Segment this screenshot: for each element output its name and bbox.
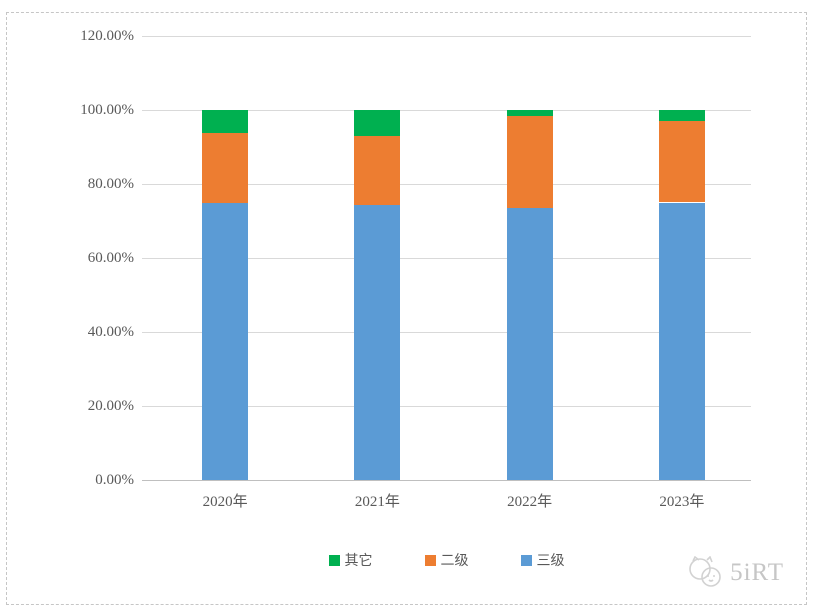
gridline (142, 184, 751, 185)
bar-segment-三级-2022年 (506, 207, 553, 480)
legend-item-其它: 其它 (328, 550, 373, 570)
bar-segment-其它-2021年 (354, 110, 401, 136)
gridline (142, 258, 751, 259)
legend-label: 三级 (536, 554, 565, 569)
gridline (142, 110, 751, 111)
y-tick-label: 100.00% (80, 102, 134, 118)
x-category-label: 2021年 (354, 494, 400, 510)
y-tick-label: 0.00% (95, 472, 134, 488)
legend-label: 二级 (440, 554, 469, 569)
gridline (142, 406, 751, 407)
bar-segment-二级-2020年 (202, 133, 249, 203)
bar-segment-二级-2023年 (658, 120, 705, 203)
bar-segment-三级-2020年 (202, 202, 249, 480)
legend: 其它 二级 三级 (142, 550, 751, 570)
bar-segment-其它-2020年 (202, 110, 249, 134)
y-tick-label: 60.00% (87, 250, 134, 266)
x-category-label: 2023年 (659, 494, 705, 510)
watermark-logo-icon (689, 556, 721, 587)
bar-segment-三级-2021年 (354, 204, 401, 480)
bar-segment-其它-2022年 (506, 110, 553, 116)
watermark-text: 5iRT (730, 559, 784, 586)
x-axis-line (142, 480, 751, 481)
legend-swatch-icon (328, 554, 340, 566)
watermark: 5iRT (686, 556, 784, 590)
legend-item-三级: 三级 (520, 550, 565, 570)
y-tick-label: 40.00% (87, 324, 134, 340)
legend-swatch-icon (520, 554, 532, 566)
legend-swatch-icon (424, 554, 436, 566)
x-category-label: 2020年 (202, 494, 248, 510)
chart-frame: 其它 二级 三级 5iRT 0.00% 20.00% 40.00% 60.00% 80.00… (6, 12, 807, 605)
legend-label: 其它 (344, 554, 373, 569)
bar-segment-二级-2022年 (506, 115, 553, 208)
bar-segment-二级-2021年 (354, 135, 401, 205)
y-tick-label: 120.00% (80, 28, 134, 44)
y-tick-label: 80.00% (87, 176, 134, 192)
bar-segment-其它-2023年 (658, 110, 705, 121)
y-tick-label: 20.00% (87, 398, 134, 414)
bar-segment-三级-2023年 (658, 202, 705, 480)
gridline (142, 36, 751, 37)
x-category-label: 2022年 (507, 494, 553, 510)
legend-item-二级: 二级 (424, 550, 469, 570)
gridline (142, 332, 751, 333)
